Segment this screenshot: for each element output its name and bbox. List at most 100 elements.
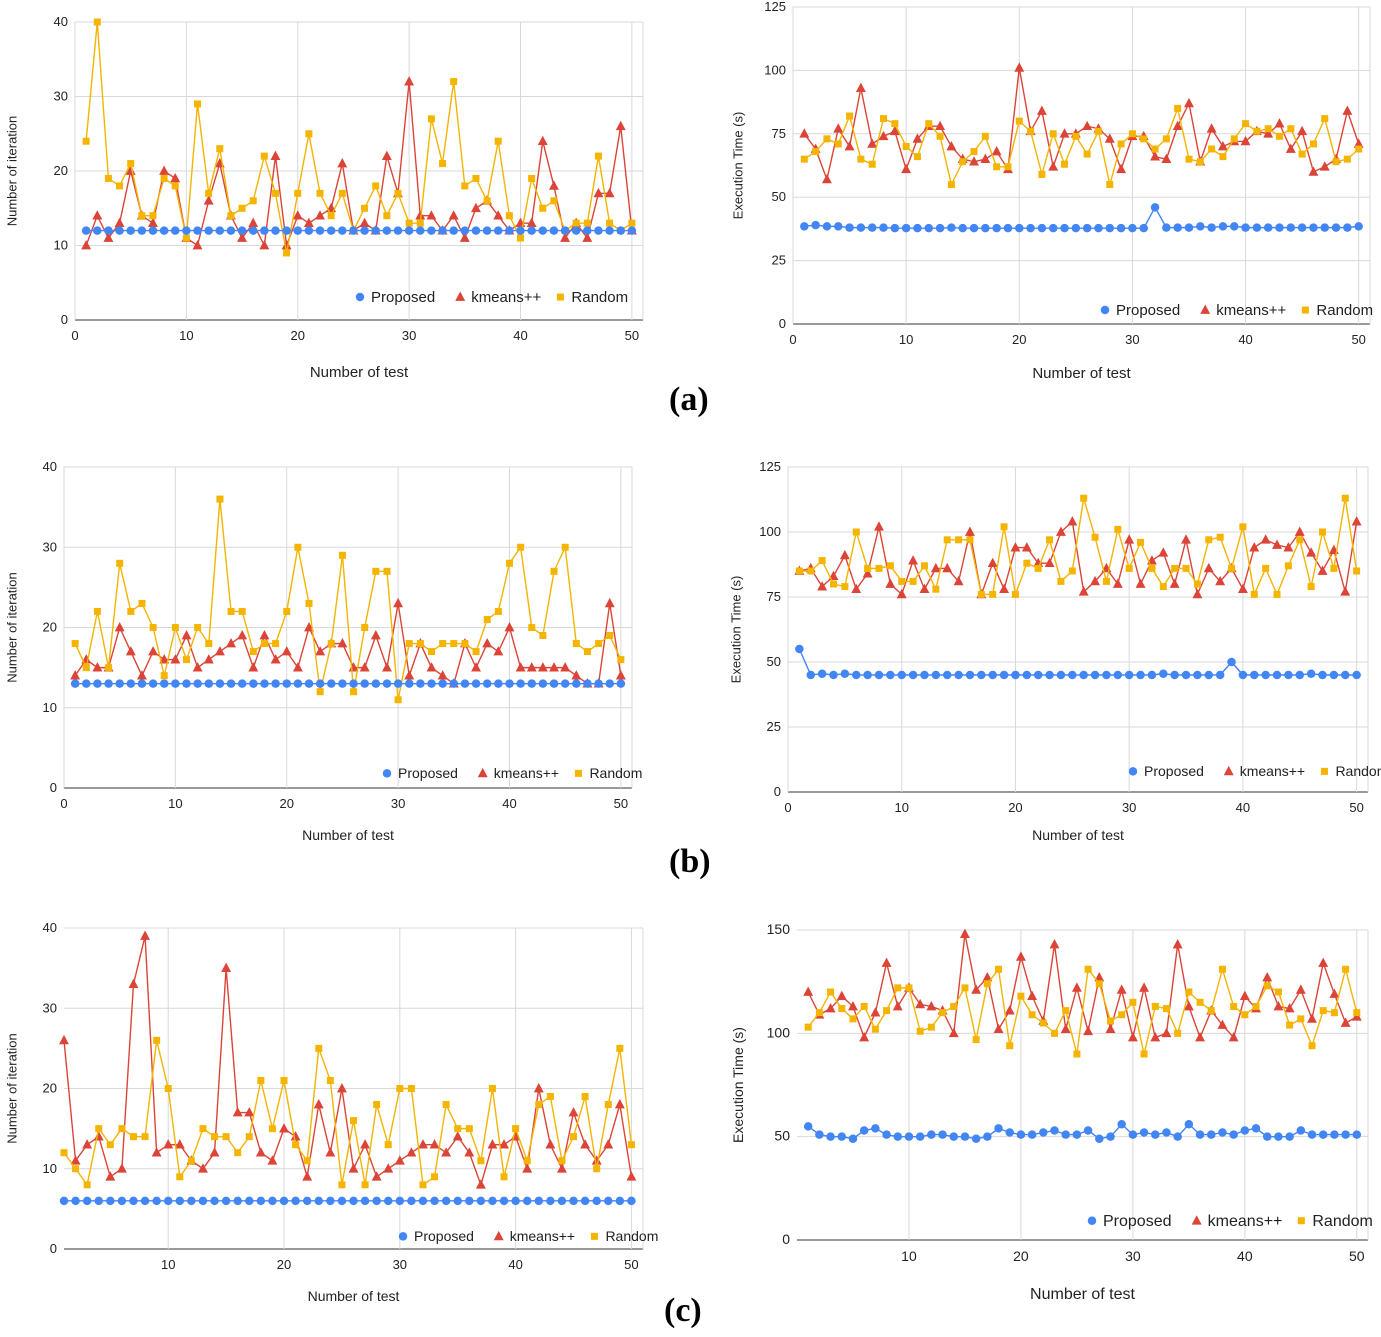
data-point (1307, 1130, 1317, 1139)
data-point (1015, 117, 1023, 125)
data-point (383, 1163, 394, 1173)
series-random (804, 965, 1361, 1058)
data-point (871, 1025, 879, 1033)
data-point (913, 153, 921, 161)
data-point (453, 1196, 462, 1206)
data-point (604, 597, 615, 608)
x-axis-label: Number of test (302, 827, 394, 843)
data-point (804, 1023, 812, 1031)
data-point (116, 1163, 127, 1173)
data-point (1010, 542, 1021, 552)
data-point (187, 1196, 196, 1206)
data-point (1272, 539, 1282, 549)
data-point (908, 670, 918, 680)
data-point (1036, 105, 1047, 115)
data-point (580, 1196, 590, 1206)
y-tick-label: 0 (61, 312, 68, 327)
data-point (516, 226, 525, 235)
data-point (283, 249, 291, 257)
data-point (971, 1134, 981, 1143)
data-point (1272, 670, 1282, 680)
data-point (528, 624, 536, 631)
data-point (1033, 670, 1043, 680)
data-point (187, 1157, 195, 1165)
data-point (965, 670, 975, 680)
data-point (238, 204, 246, 212)
data-point (394, 189, 402, 197)
y-tick-label: 20 (54, 163, 68, 178)
data-point (1204, 670, 1214, 680)
data-point (1071, 982, 1082, 992)
data-point (1091, 533, 1099, 541)
data-point (1330, 1009, 1338, 1017)
data-point (953, 575, 964, 586)
data-point (1139, 982, 1150, 992)
data-point (373, 1101, 381, 1109)
data-point (205, 189, 213, 197)
data-point (1124, 534, 1135, 544)
data-point (889, 125, 900, 136)
data-point (1084, 965, 1092, 973)
data-point (867, 223, 877, 232)
data-point (849, 1015, 857, 1023)
data-point (1330, 1130, 1339, 1139)
legend-marker (590, 1232, 598, 1240)
data-point (912, 133, 923, 143)
chart-b-time: 0 25 50 75 100 125 0 10 20 30 40 50 Number of test Ex… (729, 459, 1381, 843)
series-kmeanspppp (803, 928, 1362, 1042)
data-point (1033, 557, 1044, 568)
data-point (527, 226, 536, 235)
data-point (450, 640, 458, 648)
x-axis-label: Number of test (1030, 1286, 1135, 1303)
legend-label: Proposed (1144, 763, 1204, 779)
data-point (305, 130, 313, 138)
data-point (476, 1196, 486, 1206)
data-point (1285, 1132, 1294, 1141)
x-tick-label: 40 (508, 1257, 522, 1272)
data-point (394, 1155, 405, 1165)
data-point (582, 232, 593, 242)
x-axis-label: Number of test (310, 364, 409, 381)
data-point (326, 1076, 334, 1084)
data-point (1083, 1025, 1094, 1036)
data-point (627, 1196, 636, 1206)
data-point (938, 1130, 947, 1139)
data-point (1078, 586, 1089, 596)
data-point (1274, 988, 1282, 996)
data-point (327, 640, 335, 648)
data-point (1079, 670, 1088, 680)
data-point (315, 1044, 323, 1052)
data-point (505, 212, 513, 220)
data-point (539, 632, 547, 640)
data-point (416, 640, 424, 648)
data-point (127, 160, 135, 168)
data-point (115, 226, 124, 235)
data-point (283, 607, 291, 615)
data-point (182, 679, 191, 688)
series-proposed (795, 644, 1361, 680)
data-point (878, 130, 889, 141)
data-point (1296, 1126, 1306, 1135)
data-point (848, 1000, 858, 1011)
data-point (237, 232, 248, 242)
data-point (1341, 1130, 1350, 1139)
data-point (1139, 1128, 1149, 1137)
data-point (233, 1196, 242, 1206)
data-point (1318, 957, 1329, 967)
data-point (981, 223, 990, 233)
data-point (1275, 223, 1284, 232)
series-proposed (803, 1120, 1362, 1143)
data-point (138, 599, 146, 607)
data-point (867, 138, 878, 148)
data-point (1004, 1005, 1015, 1015)
data-point (337, 638, 348, 648)
data-point (360, 226, 369, 235)
y-axis-label: Execution Time (s) (729, 576, 744, 684)
data-point (1060, 223, 1069, 233)
data-point (1295, 670, 1305, 680)
series-proposed (800, 203, 1363, 233)
data-point (268, 1196, 277, 1206)
data-point (259, 630, 270, 640)
x-tick-label: 40 (1238, 332, 1252, 347)
data-point (404, 670, 415, 680)
